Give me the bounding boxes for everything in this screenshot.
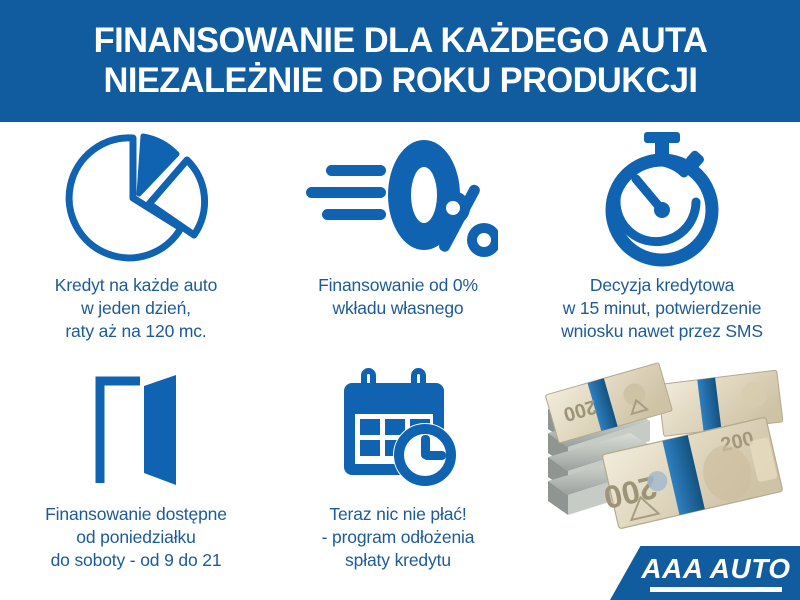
calendar-clock-icon bbox=[328, 359, 468, 499]
open-door-icon bbox=[66, 359, 206, 499]
aaa-auto-logo[interactable]: AAA AUTO bbox=[610, 546, 800, 600]
header-banner: FINANSOWANIE DLA KAŻDEGO AUTA NIEZALEŻNI… bbox=[0, 0, 800, 122]
feature-caption: Finansowanie dostępne od poniedziałku do… bbox=[45, 504, 227, 571]
pie-chart-icon bbox=[61, 130, 211, 270]
feature-credit-every-car: Kredyt na każde auto w jeden dzień, raty… bbox=[0, 130, 272, 370]
headline-line-2: NIEZALEŻNIE OD ROKU PRODUKCJI bbox=[103, 61, 697, 100]
feature-caption: Kredyt na każde auto w jeden dzień, raty… bbox=[54, 275, 218, 342]
feature-opening-hours: Finansowanie dostępne od poniedziałku do… bbox=[0, 359, 272, 599]
money-photo-cell: 200 200 200 bbox=[524, 359, 800, 599]
logo-underline bbox=[650, 586, 782, 592]
headline-line-1: FINANSOWANIE DLA KAŻDEGO AUTA bbox=[93, 21, 707, 61]
logo-text: AAA AUTO bbox=[641, 552, 791, 584]
feature-caption: Teraz nic nie płać! - program odłożenia … bbox=[321, 504, 475, 571]
feature-grid: Kredyt na każde auto w jeden dzień, raty… bbox=[0, 122, 800, 600]
zero-percent-icon bbox=[298, 130, 498, 270]
banknote-stacks-photo: 200 200 200 bbox=[532, 361, 794, 536]
feature-fast-decision: Decyzja kredytowa w 15 minut, potwierdze… bbox=[524, 130, 800, 370]
feature-zero-percent: Finansowanie od 0% wkładu własnego bbox=[272, 130, 524, 370]
feature-deferred-payment: Teraz nic nie płać! - program odłożenia … bbox=[272, 359, 524, 599]
stopwatch-icon bbox=[592, 130, 732, 270]
feature-caption: Finansowanie od 0% wkładu własnego bbox=[318, 275, 478, 319]
feature-caption: Decyzja kredytowa w 15 minut, potwierdze… bbox=[561, 275, 763, 342]
